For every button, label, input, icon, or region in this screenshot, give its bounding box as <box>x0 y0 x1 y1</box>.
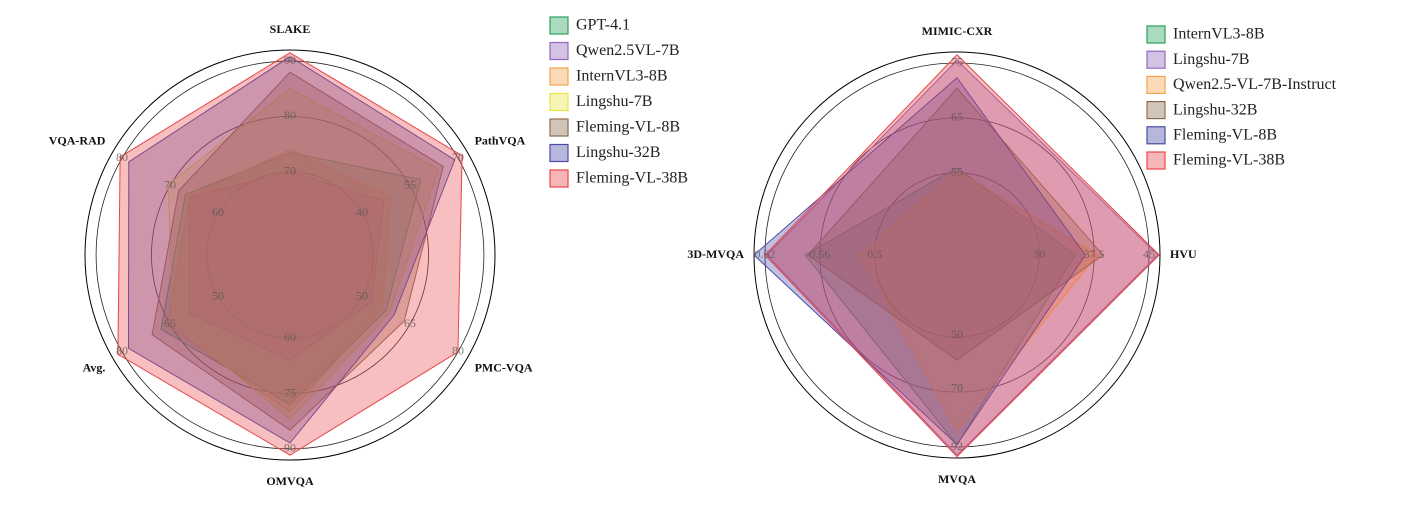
series-area <box>167 88 440 421</box>
tick-label: 92 <box>951 439 963 453</box>
grid-ring <box>151 116 429 394</box>
legend-swatch <box>1146 100 1166 120</box>
tick-label: 90 <box>284 53 296 67</box>
legend-label: Lingshu-7B <box>576 93 652 110</box>
legend-label: Fleming-VL-8B <box>1173 126 1277 143</box>
axis-label: Avg. <box>83 360 106 374</box>
grid-ring <box>819 117 1095 393</box>
axis-label: VQA-RAD <box>49 133 106 147</box>
legend-swatch <box>549 41 569 61</box>
tick-label: 55 <box>951 164 963 178</box>
legend-label: Fleming-VL-38B <box>576 170 688 187</box>
legend-swatch <box>1146 50 1166 69</box>
series-area <box>160 151 422 406</box>
tick-label: 0.5 <box>867 247 882 261</box>
series-area <box>117 52 463 456</box>
tick-label: 0.62 <box>754 247 775 261</box>
legend-swatch <box>549 16 569 35</box>
legend-swatch <box>549 169 569 188</box>
axis-label: PMC-VQA <box>475 360 533 374</box>
legend-swatch <box>549 67 569 86</box>
tick-label: 70 <box>452 150 464 164</box>
axis-label: MVQA <box>938 472 976 486</box>
tick-label: 80 <box>452 344 464 358</box>
tick-label: 30 <box>1033 247 1045 261</box>
tick-label: 70 <box>951 380 963 394</box>
tick-label: 70 <box>284 164 296 178</box>
legend-swatch <box>549 118 569 137</box>
tick-label: 80 <box>284 108 296 122</box>
series-area <box>807 87 1104 361</box>
outer-ring <box>84 49 496 461</box>
tick-label: 55 <box>404 177 416 191</box>
tick-label: 75 <box>284 385 296 399</box>
series-area <box>151 71 444 431</box>
legend-label: Lingshu-7B <box>1173 51 1249 68</box>
legend-label: Qwen2.5VL-7B <box>576 42 680 59</box>
axis-label: HVU <box>1170 247 1197 261</box>
axis-label: OMVQA <box>266 474 314 488</box>
legend-swatch <box>1146 126 1166 145</box>
tick-label: 75 <box>951 55 963 69</box>
legend-swatch <box>549 143 569 163</box>
tick-label: 0.56 <box>809 247 830 261</box>
grid-ring <box>874 172 1040 338</box>
tick-label: 45 <box>1143 247 1155 261</box>
legend-label: GPT-4.1 <box>576 17 630 34</box>
tick-label: 50 <box>212 288 224 302</box>
tick-label: 65 <box>951 110 963 124</box>
tick-label: 50 <box>356 288 368 302</box>
legend-label: Fleming-VL-8B <box>576 119 680 136</box>
tick-label: 65 <box>404 316 416 330</box>
tick-label: 60 <box>212 205 224 219</box>
legend-swatch <box>1146 25 1166 44</box>
radar-chart: 55 65 75 MIMIC-CXR 30 37.5 45 HVU 50 70 92 MVQA 0.5 0… <box>687 24 1336 486</box>
tick-label: 70 <box>164 177 176 191</box>
tick-label: 37.5 <box>1084 247 1105 261</box>
tick-label: 60 <box>284 330 296 344</box>
legend-label: Lingshu-32B <box>576 144 660 161</box>
tick-label: 50 <box>951 327 963 341</box>
series-area <box>859 169 1098 431</box>
radar-chart: 70 80 90 SLAKE 40 55 70 PathVQA 50 65 80 PMC-VQA 60 7… <box>49 16 688 488</box>
legend-swatch <box>549 92 569 112</box>
legend-label: Qwen2.5-VL-7B-Instruct <box>1173 76 1337 93</box>
axis-label: PathVQA <box>475 133 526 147</box>
tick-label: 65 <box>164 316 176 330</box>
legend-label: Lingshu-32B <box>1173 101 1257 118</box>
grid-ring <box>95 60 485 450</box>
axis-label: MIMIC-CXR <box>922 24 993 38</box>
tick-label: 40 <box>356 205 368 219</box>
tick-label: 80 <box>116 150 128 164</box>
legend-swatch <box>1146 75 1166 95</box>
legend-label: InternVL3-8B <box>576 68 668 85</box>
legend-label: Fleming-VL-38B <box>1173 152 1285 169</box>
tick-label: 90 <box>284 441 296 455</box>
legend-swatch <box>1146 151 1166 170</box>
legend-label: InternVL3-8B <box>1173 26 1265 43</box>
series-area <box>764 54 1160 458</box>
series-area <box>127 56 456 444</box>
axis-label: SLAKE <box>270 22 311 36</box>
tick-label: 80 <box>116 344 128 358</box>
series-area <box>166 149 392 413</box>
axis-label: 3D-MVQA <box>687 247 744 261</box>
